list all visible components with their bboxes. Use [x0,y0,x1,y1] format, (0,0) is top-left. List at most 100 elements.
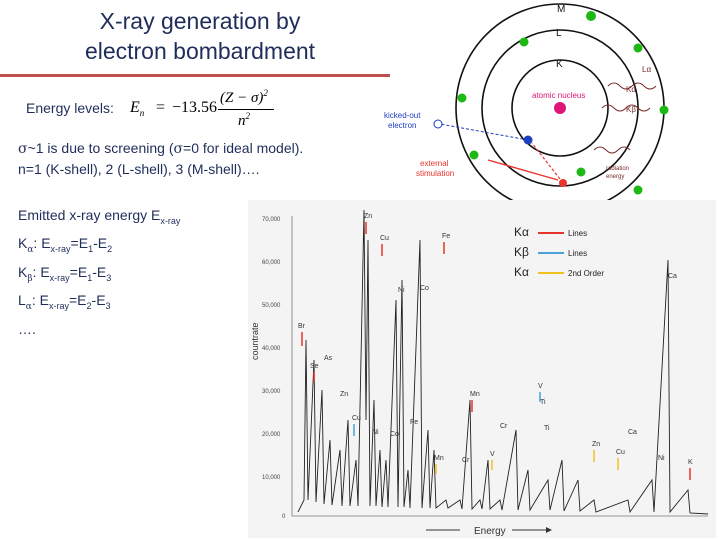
peak-label: Fe [410,419,418,426]
ytick: 50,000 [262,303,281,309]
shell-label-l: L [556,28,562,39]
electron [519,37,529,47]
ytick: 30,000 [262,389,281,395]
peak-label: Cr [500,423,508,430]
energy-formula: En = −13.56 (Z − σ)2 n2 [130,88,280,132]
radiation-label-2: energy [606,174,624,180]
slide-title: X-ray generation by electron bombardment [20,6,380,66]
peak-label: Zn [340,391,348,398]
peak-label: Se [310,363,319,370]
peak-label: Ni [658,455,665,462]
stimulation-arrow [487,159,559,181]
energy-arrow-head [546,527,552,533]
shell-label-m: M [557,4,565,15]
spectrum-ylabel: countrate [250,322,260,360]
peak-label: Ti [540,399,546,406]
formula-lhs: En [130,99,145,119]
ytick: 10,000 [262,475,281,481]
electron [633,185,643,195]
nucleus [554,102,566,114]
emitted-ellipsis: …. [18,321,36,338]
electron [633,43,643,53]
spectrum-xlabel: Energy [474,526,506,537]
formula-denominator: n2 [238,111,250,129]
legend-symbol: Kα [514,225,529,239]
energy-levels-label: Energy levels: [26,100,114,116]
ejected-electron [433,119,443,129]
emitted-line-l-alpha: Lα: Ex-ray=E2-E3 [18,292,111,313]
peak-label: Zn [364,213,372,220]
legend-text: Lines [568,229,587,238]
peak-label: Ni [372,429,379,436]
peak-label: Cu [616,449,625,456]
peak-label: V [538,383,543,390]
peak-label: As [324,355,333,362]
radiation-wave [593,146,631,154]
external-label: external [420,159,449,168]
peak-label: K [688,459,693,466]
formula-coefficient: −13.56 [172,99,218,116]
legend-symbol: Kβ [514,245,529,259]
peak-label: Ni [398,287,405,294]
kicked-out-label: kicked-out [384,111,421,120]
k-shell-orbit [511,59,609,157]
emitted-line-k-alpha: Kα: Ex-ray=E1-E2 [18,234,113,255]
kicked-out-label-2: electron [388,121,416,130]
radiation-wave [607,82,657,90]
title-line-2: electron bombardment [84,38,316,64]
peak-label: Mn [470,391,480,398]
legend-text: Lines [568,249,587,258]
y-ticks: 70,000 60,000 50,000 40,000 30,000 20,00… [262,217,286,520]
peak-label: Ca [668,273,677,280]
legend-symbol: Kα [514,265,529,279]
legend-text: 2nd Order [568,269,604,278]
title-underline [0,74,390,77]
title-line-1: X-ray generation by [99,8,301,34]
peak-label: Mn [434,455,444,462]
screening-line-1: σ~1 is due to screening (σ=0 for ideal m… [18,140,304,157]
ytick: 0 [282,514,286,520]
nucleus-label: atomic nucleus [532,91,585,100]
peak-label: Co [390,431,399,438]
screening-line-2: n=1 (K-shell), 2 (L-shell), 3 (M-shell)…… [18,161,260,177]
emitted-energy-block: Emitted x-ray energy Ex-ray Kα: Ex-ray=E… [18,204,248,340]
peak-label: Co [420,285,429,292]
external-label-2: stimulation [416,169,454,178]
peak-label: Br [298,323,306,330]
xray-spectrum-plot: countrate Energy 70,000 60,000 50,000 40… [248,200,716,538]
ytick: 20,000 [262,432,281,438]
transition-label-k-beta: Kβ [626,105,636,114]
ytick: 60,000 [262,260,281,266]
emitted-heading: Emitted x-ray energy Ex-ray [18,207,181,226]
electron [469,150,479,160]
peak-arrows [301,222,691,480]
spectrum-legend: Kα Lines Kβ Lines Kα 2nd Order [514,225,604,279]
peak-label: Cu [380,235,389,242]
shell-label-k: K [556,59,563,70]
peak-label: Cr [462,457,470,464]
electron [457,93,467,103]
radiation-label: radiation [606,166,629,172]
spectrum-trace [297,209,709,515]
peak-label: Fe [442,233,450,240]
atom-shell-diagram: M L K atomic nucleus Lα Kα Kβ kicked-out… [384,3,669,210]
electron [586,11,596,21]
peak-labels: Zn Cu Fe Ni Co Ca Br As Se Zn Cu Ni Co F… [298,213,693,466]
screening-text: σ~1 is due to screening (σ=0 for ideal m… [18,138,388,179]
electron [659,105,669,115]
peak-label: Ca [628,429,637,436]
incoming-path [531,142,564,184]
emitted-line-k-beta: Kβ: Ex-ray=E1-E3 [18,263,112,284]
peak-label: V [490,451,495,458]
radiation-wave [601,104,651,112]
ytick: 70,000 [262,217,281,223]
transition-label-l-alpha: Lα [642,65,651,74]
formula-numerator: (Z − σ)2 [220,88,268,106]
peak-label: Cu [352,415,361,422]
formula-fraction-bar [218,109,274,110]
formula-equals: = [156,99,166,116]
transition-label-k-alpha: Kα [626,85,636,94]
peak-label: Ti [544,425,550,432]
peak-label: Zn [592,441,600,448]
ytick: 40,000 [262,346,281,352]
